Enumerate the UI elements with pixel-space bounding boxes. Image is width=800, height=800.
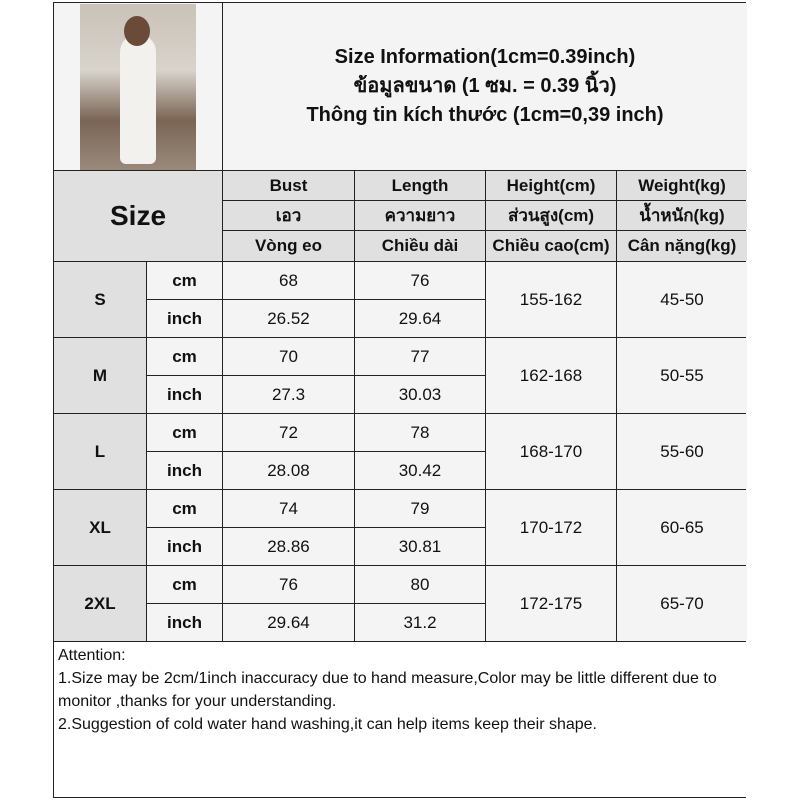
column-header: Cân nặng(kg) — [617, 231, 747, 261]
bust-cm: 74 — [223, 490, 354, 527]
unit-label: cm — [147, 566, 222, 603]
size-label: 2XL — [54, 566, 146, 641]
bust-inch: 28.86 — [223, 528, 354, 565]
size-label: XL — [54, 490, 146, 565]
title-vietnamese: Thông tin kích thước (1cm=0,39 inch) — [306, 104, 664, 126]
height-range: 168-170 — [486, 414, 616, 489]
size-header: Size — [54, 171, 222, 261]
length-inch: 30.81 — [355, 528, 485, 565]
attention-line: 2.Suggestion of cold water hand washing,… — [58, 716, 597, 733]
unit-label: cm — [147, 414, 222, 451]
column-header: เอว — [223, 201, 354, 230]
height-range: 155-162 — [486, 262, 616, 337]
size-label: S — [54, 262, 146, 337]
weight-range: 60-65 — [617, 490, 747, 565]
length-cm: 78 — [355, 414, 485, 451]
bust-cm: 76 — [223, 566, 354, 603]
column-header: น้ำหนัก(kg) — [617, 201, 747, 230]
bust-cm: 68 — [223, 262, 354, 299]
size-information-title: Size Information(1cm=0.39inch) ข้อมูลขนา… — [223, 3, 747, 170]
column-header: Chiều cao(cm) — [486, 231, 616, 261]
height-range: 172-175 — [486, 566, 616, 641]
weight-range: 55-60 — [617, 414, 747, 489]
title-thai: ข้อมูลขนาด (1 ซม. = 0.39 นิ้ว) — [353, 75, 617, 97]
attention-line: 1.Size may be 2cm/1inch inaccuracy due t… — [58, 670, 717, 710]
product-photo-cell — [54, 3, 222, 170]
weight-range: 65-70 — [617, 566, 747, 641]
length-inch: 29.64 — [355, 300, 485, 337]
size-label: L — [54, 414, 146, 489]
column-header: Chiều dài — [355, 231, 485, 261]
size-chart-table: Size Information(1cm=0.39inch) ข้อมูลขนา… — [53, 2, 747, 798]
length-cm: 77 — [355, 338, 485, 375]
height-range: 170-172 — [486, 490, 616, 565]
column-header: Weight(kg) — [617, 171, 747, 200]
bust-inch: 28.08 — [223, 452, 354, 489]
bust-inch: 27.3 — [223, 376, 354, 413]
unit-label: inch — [147, 528, 222, 565]
unit-label: inch — [147, 452, 222, 489]
attention-line: Attention: — [58, 647, 126, 664]
unit-label: inch — [147, 376, 222, 413]
unit-label: cm — [147, 490, 222, 527]
column-header: Vòng eo — [223, 231, 354, 261]
length-cm: 80 — [355, 566, 485, 603]
unit-label: inch — [147, 604, 222, 641]
column-header: Height(cm) — [486, 171, 616, 200]
column-header: Length — [355, 171, 485, 200]
title-english: Size Information(1cm=0.39inch) — [334, 46, 636, 68]
column-header: ความยาว — [355, 201, 485, 230]
size-label: M — [54, 338, 146, 413]
attention-notes: Attention: 1.Size may be 2cm/1inch inaccu… — [54, 642, 747, 797]
bust-cm: 70 — [223, 338, 354, 375]
product-photo — [80, 3, 196, 170]
length-inch: 31.2 — [355, 604, 485, 641]
column-header: ส่วนสูง(cm) — [486, 201, 616, 230]
weight-range: 50-55 — [617, 338, 747, 413]
length-cm: 79 — [355, 490, 485, 527]
length-inch: 30.42 — [355, 452, 485, 489]
height-range: 162-168 — [486, 338, 616, 413]
weight-range: 45-50 — [617, 262, 747, 337]
column-header: Bust — [223, 171, 354, 200]
length-cm: 76 — [355, 262, 485, 299]
unit-label: cm — [147, 262, 222, 299]
bust-inch: 29.64 — [223, 604, 354, 641]
unit-label: cm — [147, 338, 222, 375]
unit-label: inch — [147, 300, 222, 337]
length-inch: 30.03 — [355, 376, 485, 413]
bust-cm: 72 — [223, 414, 354, 451]
bust-inch: 26.52 — [223, 300, 354, 337]
